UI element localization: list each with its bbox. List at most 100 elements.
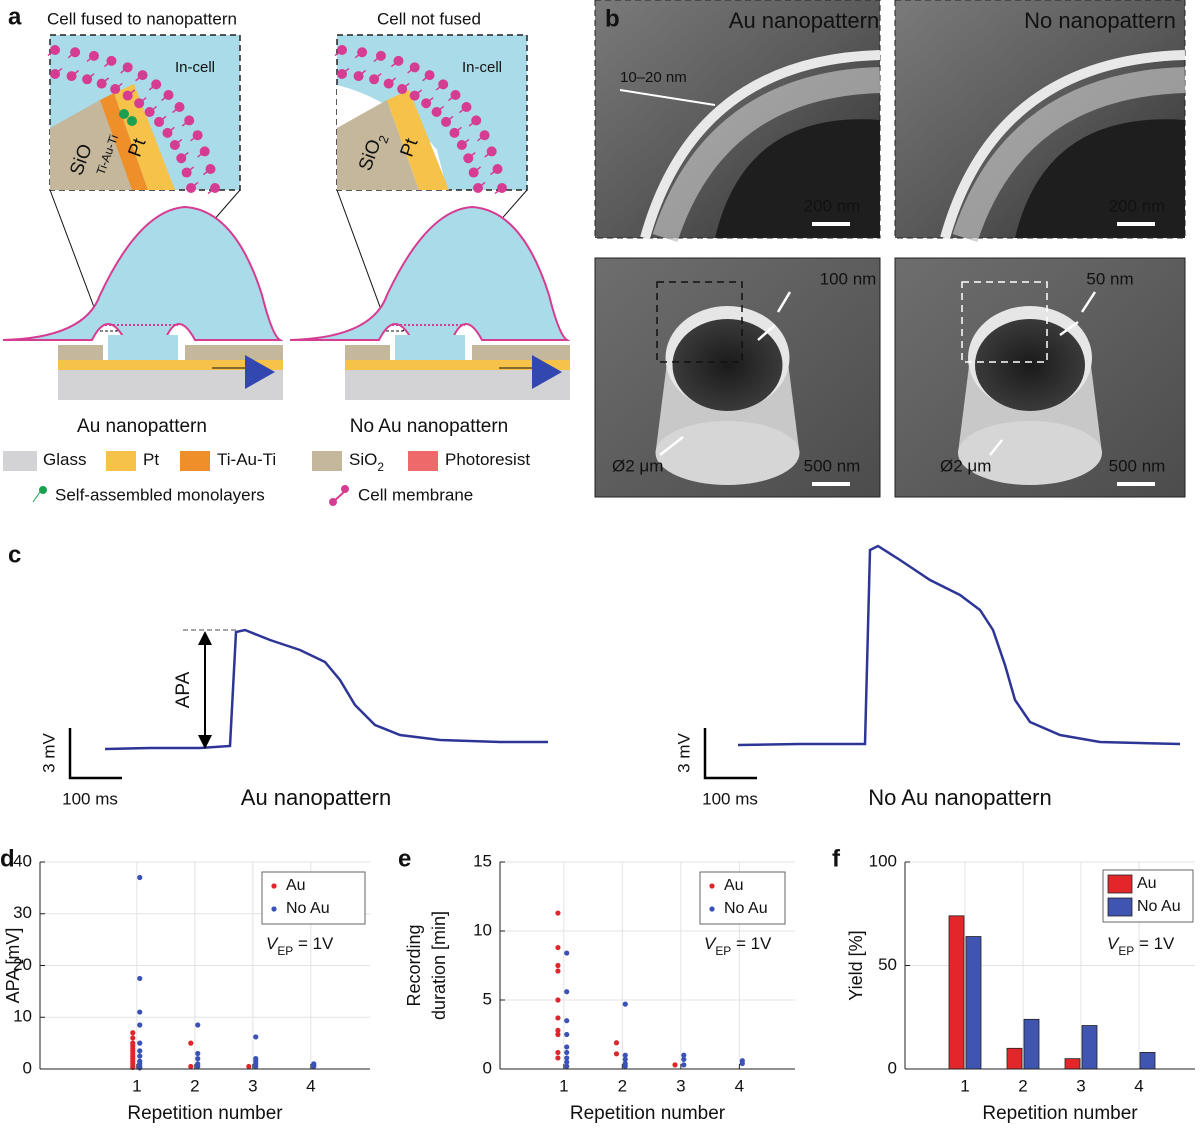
- y-tick-label: 0: [483, 1058, 492, 1077]
- lipid-head: [169, 140, 180, 151]
- data-point: [622, 1063, 628, 1069]
- legend-label: Au: [286, 877, 306, 894]
- data-point: [555, 910, 561, 916]
- layer-pt: [387, 90, 449, 190]
- pt-layer: [345, 360, 570, 370]
- data-point: [564, 950, 570, 956]
- legend-swatch: [3, 451, 37, 471]
- annotation: Ø2 μm: [612, 456, 663, 475]
- data-point: [555, 997, 561, 1003]
- lipid-head: [122, 62, 133, 73]
- text-part: SiO: [349, 450, 377, 469]
- scale-bar: [1117, 482, 1155, 486]
- zoom-box: [656, 281, 743, 363]
- electrode-out: [245, 355, 275, 389]
- data-point: [311, 1063, 317, 1070]
- lipid-head: [421, 98, 432, 109]
- lipid-head: [479, 130, 490, 141]
- data-point: [137, 1022, 143, 1028]
- legend-swatch: [312, 451, 342, 471]
- lipid-head: [492, 164, 503, 175]
- data-point: [622, 1001, 628, 1007]
- lipid-head: [82, 74, 93, 85]
- lipid-head: [181, 167, 192, 178]
- text-part: = 1V: [293, 934, 334, 953]
- data-point: [130, 1030, 136, 1036]
- data-point: [681, 1062, 687, 1068]
- scale-bar: [812, 222, 850, 226]
- sam-icon: [32, 491, 41, 503]
- data-point: [137, 1048, 143, 1054]
- data-point: [195, 1022, 201, 1028]
- wall: [952, 67, 1186, 243]
- data-point: [253, 1034, 259, 1040]
- data-point: [564, 1059, 570, 1065]
- pore: [672, 319, 783, 411]
- bar: [1139, 1052, 1156, 1070]
- data-point: [739, 1060, 745, 1067]
- y-axis-label: Yield [%]: [846, 930, 866, 1000]
- in-cell-label: In-cell: [462, 59, 502, 76]
- text-part: Glass: [43, 450, 86, 469]
- legend-marker: [709, 906, 715, 912]
- legend-label: No Au: [286, 900, 330, 917]
- legend-swatch: [106, 451, 136, 471]
- bar: [1081, 1025, 1098, 1070]
- lipid-head: [471, 115, 482, 126]
- bar: [965, 936, 982, 1070]
- data-point: [195, 1050, 201, 1057]
- lipid-head: [122, 90, 133, 101]
- sio-layer: [185, 345, 283, 360]
- data-point: [137, 975, 143, 982]
- data-point: [622, 1056, 628, 1062]
- legend-swatch: [1107, 897, 1133, 917]
- pore-dark: [1015, 119, 1185, 238]
- text-part: = 1V: [731, 934, 772, 953]
- x-axis-label: Repetition number: [570, 1103, 726, 1124]
- legend-box: [261, 871, 366, 925]
- lipid-head: [134, 98, 145, 109]
- data-point: [195, 1063, 201, 1070]
- well: [395, 335, 465, 360]
- x-tick-label: 3: [248, 1076, 257, 1095]
- lipid-head: [50, 45, 60, 55]
- rim: [640, 50, 881, 240]
- x-tick-label: 3: [676, 1076, 685, 1095]
- data-point: [555, 944, 561, 951]
- sam: [127, 116, 137, 126]
- lipid-head: [438, 79, 449, 90]
- text-part: EP: [277, 944, 293, 958]
- bar: [948, 915, 965, 1070]
- lipid-head: [174, 101, 185, 112]
- x-tick-label: 2: [618, 1076, 627, 1095]
- zoom-box: [961, 281, 1048, 363]
- legend-label: SiO2: [349, 450, 384, 474]
- x-axis-label: Repetition number: [127, 1103, 283, 1124]
- lipid-head: [162, 127, 173, 138]
- legend-label: Photoresist: [445, 450, 530, 469]
- zoom-line: [336, 189, 384, 316]
- data-point: [564, 1055, 570, 1061]
- lipid-head: [151, 79, 162, 90]
- apa-label: APA: [173, 671, 194, 708]
- scale-label: 100 ms: [702, 789, 758, 808]
- pointer: [1059, 320, 1079, 337]
- lipid-head: [486, 146, 497, 157]
- y-tick-label: 100: [869, 851, 897, 870]
- bar: [1006, 1047, 1023, 1070]
- x-axis-label: Repetition number: [982, 1103, 1138, 1124]
- zoom-line: [49, 189, 98, 316]
- sio-layer: [58, 345, 103, 360]
- x-tick-label: 4: [1134, 1076, 1143, 1095]
- legend-label: Glass: [43, 450, 86, 469]
- y-tick-label: 10: [13, 1007, 32, 1026]
- lipid-head: [441, 116, 452, 127]
- text-part: Ti-Au-Ti: [217, 450, 276, 469]
- x-tick-label: 4: [306, 1076, 315, 1095]
- annotation: 100 nm: [820, 269, 877, 288]
- lipid-head: [110, 84, 121, 95]
- y-tick-label: 0: [23, 1058, 32, 1077]
- legend-label: No Au: [724, 900, 768, 917]
- text-part: V: [704, 934, 717, 953]
- lipid-head: [66, 71, 77, 82]
